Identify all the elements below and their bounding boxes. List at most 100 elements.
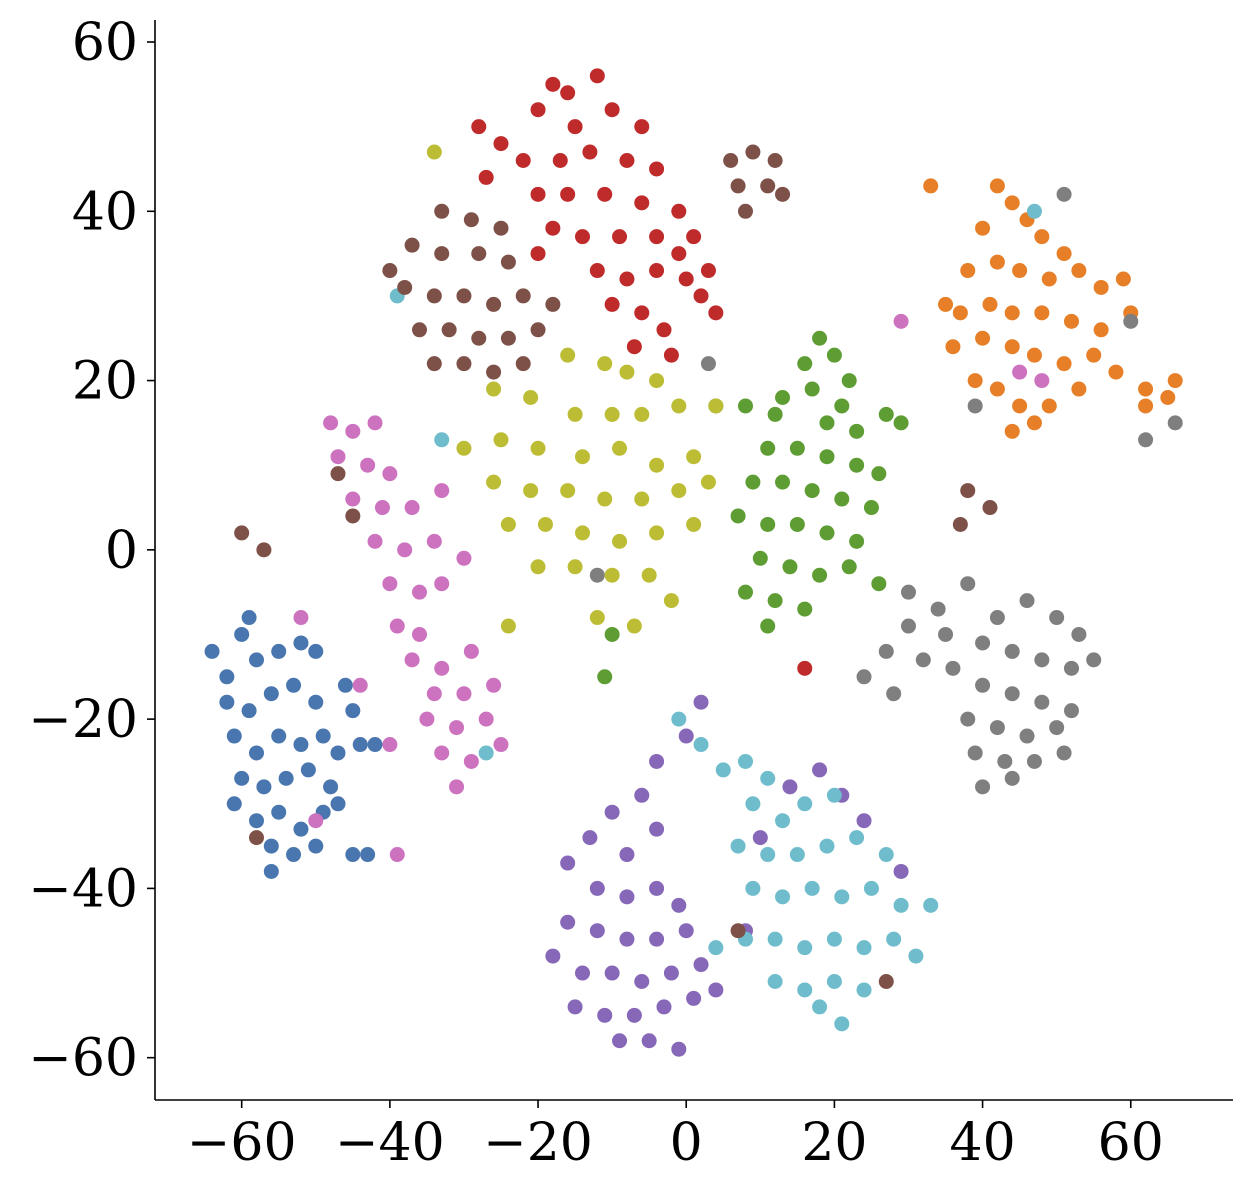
point xyxy=(404,652,420,668)
point xyxy=(626,1007,642,1023)
point xyxy=(612,1033,628,1049)
point xyxy=(597,669,613,685)
point xyxy=(634,491,650,507)
point xyxy=(649,229,665,245)
point xyxy=(486,296,502,312)
point xyxy=(775,186,791,202)
point xyxy=(426,144,442,160)
point xyxy=(649,931,665,947)
point xyxy=(523,389,539,405)
point xyxy=(397,279,413,295)
point xyxy=(938,626,954,642)
point xyxy=(797,660,813,676)
point xyxy=(671,711,687,727)
point xyxy=(1167,373,1183,389)
point xyxy=(612,440,628,456)
point xyxy=(767,153,783,169)
point xyxy=(560,483,576,499)
point xyxy=(671,398,687,414)
point xyxy=(1034,694,1050,710)
point xyxy=(434,432,450,448)
point xyxy=(1004,305,1020,321)
point xyxy=(463,753,479,769)
point xyxy=(226,728,242,744)
point xyxy=(560,914,576,930)
point xyxy=(226,796,242,812)
point xyxy=(767,931,783,947)
point xyxy=(760,847,776,863)
point xyxy=(493,136,509,152)
point xyxy=(656,322,672,338)
x-tick-label: −40 xyxy=(335,1113,445,1173)
point xyxy=(900,618,916,634)
point xyxy=(308,694,324,710)
point xyxy=(478,745,494,761)
point xyxy=(589,610,605,626)
point xyxy=(271,643,287,659)
point xyxy=(567,999,583,1015)
point xyxy=(1063,660,1079,676)
point xyxy=(530,246,546,262)
point xyxy=(552,153,568,169)
point xyxy=(434,483,450,499)
point xyxy=(1093,279,1109,295)
x-tick-label: −60 xyxy=(187,1113,297,1173)
point xyxy=(574,449,590,465)
point xyxy=(441,322,457,338)
point xyxy=(841,559,857,575)
point xyxy=(1004,339,1020,355)
point xyxy=(382,466,398,482)
point xyxy=(293,635,309,651)
point xyxy=(1041,271,1057,287)
point xyxy=(989,178,1005,194)
point xyxy=(249,813,265,829)
y-tick-label: 0 xyxy=(105,521,138,581)
point xyxy=(330,466,346,482)
point xyxy=(671,203,687,219)
point xyxy=(545,76,561,92)
point xyxy=(834,491,850,507)
point xyxy=(678,271,694,287)
point xyxy=(426,533,442,549)
point xyxy=(649,525,665,541)
point xyxy=(634,787,650,803)
point xyxy=(730,178,746,194)
point xyxy=(649,373,665,389)
point xyxy=(308,643,324,659)
point xyxy=(834,1016,850,1032)
point xyxy=(730,923,746,939)
point xyxy=(1026,203,1042,219)
point xyxy=(545,296,561,312)
point xyxy=(812,999,828,1015)
point xyxy=(626,339,642,355)
point xyxy=(930,601,946,617)
point xyxy=(767,593,783,609)
point xyxy=(293,610,309,626)
point xyxy=(367,533,383,549)
point xyxy=(849,423,865,439)
point xyxy=(826,347,842,363)
point xyxy=(471,119,487,135)
point xyxy=(723,153,739,169)
point xyxy=(1004,770,1020,786)
point xyxy=(597,1007,613,1023)
point xyxy=(234,525,250,541)
point xyxy=(1004,643,1020,659)
point xyxy=(1071,263,1087,279)
point xyxy=(826,931,842,947)
point xyxy=(1004,195,1020,211)
point xyxy=(589,880,605,896)
point xyxy=(649,263,665,279)
point xyxy=(626,618,642,634)
point xyxy=(849,533,865,549)
point xyxy=(1063,313,1079,329)
point xyxy=(797,982,813,998)
point xyxy=(819,449,835,465)
point xyxy=(893,415,909,431)
point xyxy=(730,508,746,524)
point xyxy=(745,144,761,160)
point xyxy=(671,483,687,499)
point xyxy=(1012,398,1028,414)
point xyxy=(1138,398,1154,414)
point xyxy=(612,533,628,549)
